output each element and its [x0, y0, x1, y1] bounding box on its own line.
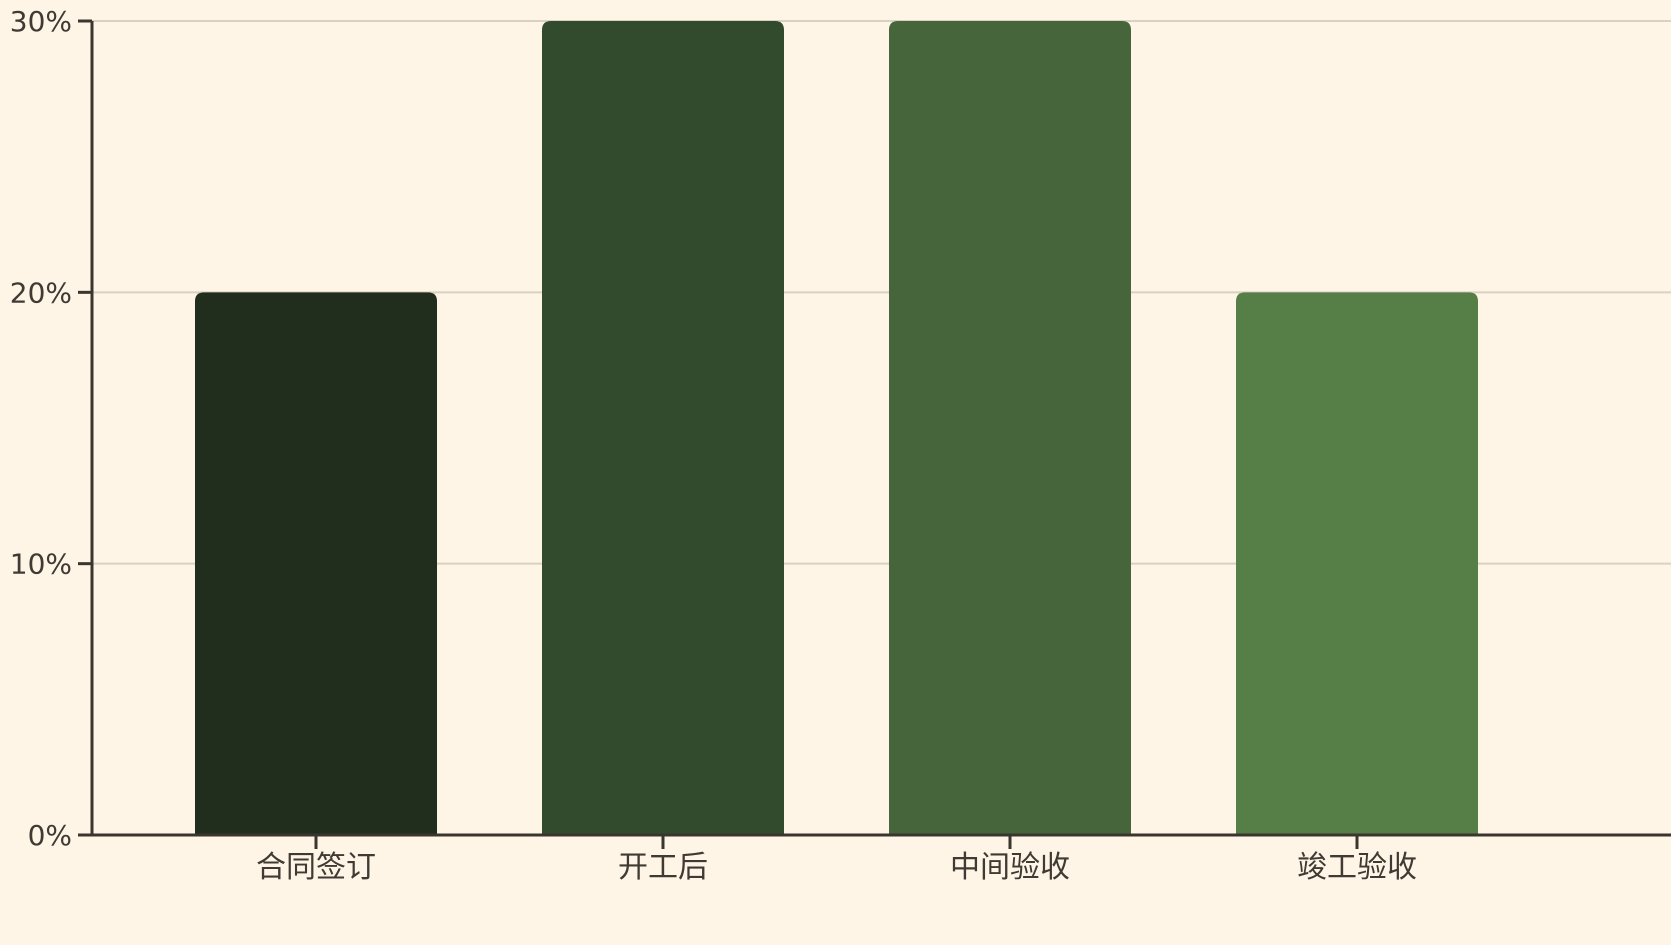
x-tick-label: 合同签订 [256, 850, 376, 885]
y-tick-label: 10% [10, 548, 72, 581]
bar [542, 21, 784, 835]
y-tick-label: 30% [10, 5, 72, 38]
bar [889, 21, 1131, 835]
y-tick-label: 0% [28, 819, 72, 852]
bar [1236, 292, 1478, 835]
x-tick-label: 中间验收 [950, 850, 1070, 885]
x-tick-label: 竣工验收 [1297, 850, 1417, 885]
y-tick-label: 20% [10, 276, 72, 309]
x-tick-label: 开工后 [618, 850, 708, 885]
bar [195, 292, 437, 835]
